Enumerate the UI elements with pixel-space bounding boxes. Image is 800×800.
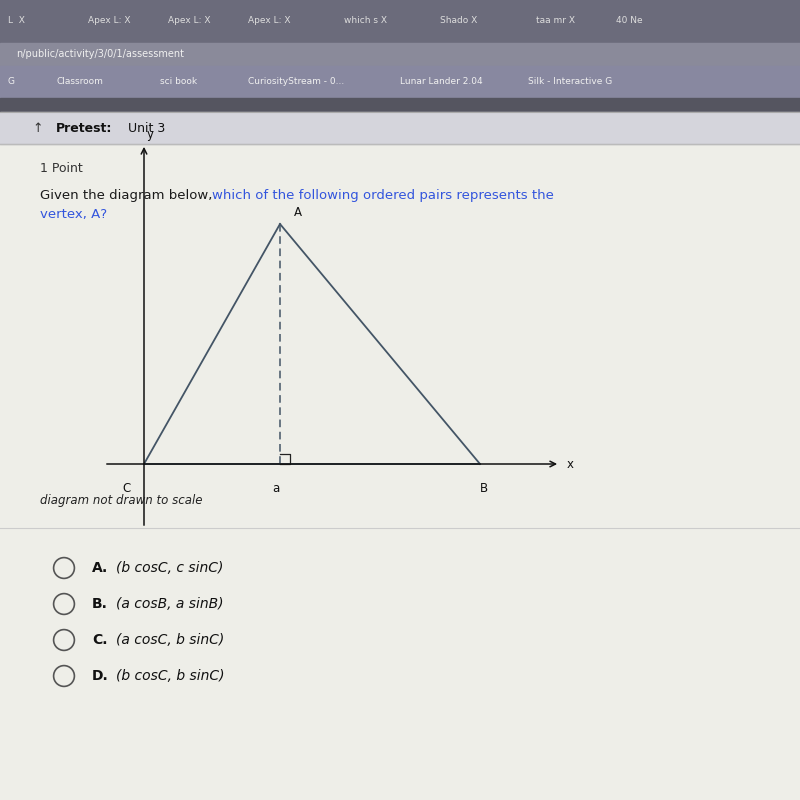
Text: L  X: L X xyxy=(8,16,25,26)
Text: Silk - Interactive G: Silk - Interactive G xyxy=(528,77,612,86)
Text: Classroom: Classroom xyxy=(56,77,103,86)
Text: Lunar Lander 2.04: Lunar Lander 2.04 xyxy=(400,77,482,86)
Text: D.: D. xyxy=(92,669,109,683)
Text: taa mr X: taa mr X xyxy=(536,16,575,26)
Text: Apex L: X: Apex L: X xyxy=(88,16,130,26)
Bar xyxy=(0,66,800,98)
Text: diagram not drawn to scale: diagram not drawn to scale xyxy=(40,494,202,507)
Text: 40 Ne: 40 Ne xyxy=(616,16,642,26)
Text: y: y xyxy=(147,127,154,141)
Text: Apex L: X: Apex L: X xyxy=(168,16,210,26)
Text: sci book: sci book xyxy=(160,77,197,86)
Text: (b cosC, b sinC): (b cosC, b sinC) xyxy=(116,669,225,683)
Text: (b cosC, c sinC): (b cosC, c sinC) xyxy=(116,561,223,575)
Text: G: G xyxy=(8,77,15,86)
Text: which of the following ordered pairs represents the: which of the following ordered pairs rep… xyxy=(212,190,554,202)
Text: ↑: ↑ xyxy=(32,122,42,134)
Bar xyxy=(0,0,800,44)
Text: 1 Point: 1 Point xyxy=(40,162,82,174)
Text: Unit 3: Unit 3 xyxy=(128,122,166,134)
Text: B.: B. xyxy=(92,597,108,611)
Text: which s X: which s X xyxy=(344,16,387,26)
Text: Apex L: X: Apex L: X xyxy=(248,16,290,26)
Text: vertex, A?: vertex, A? xyxy=(40,208,107,221)
Text: (a cosB, a sinB): (a cosB, a sinB) xyxy=(116,597,223,611)
Text: B: B xyxy=(480,482,488,494)
Text: (a cosC, b sinC): (a cosC, b sinC) xyxy=(116,633,224,647)
Text: a: a xyxy=(272,482,280,494)
Text: x: x xyxy=(566,458,574,470)
Bar xyxy=(0,112,800,800)
Text: C: C xyxy=(122,482,130,494)
Bar xyxy=(0,112,800,144)
Bar xyxy=(0,144,800,800)
Text: CuriosityStream - 0...: CuriosityStream - 0... xyxy=(248,77,344,86)
Text: A: A xyxy=(294,206,302,219)
Text: Pretest:: Pretest: xyxy=(56,122,112,134)
Text: n/public/activity/3/0/1/assessment: n/public/activity/3/0/1/assessment xyxy=(16,50,184,59)
Text: Given the diagram below,: Given the diagram below, xyxy=(40,190,217,202)
Text: C.: C. xyxy=(92,633,107,647)
Bar xyxy=(0,98,800,112)
Text: A.: A. xyxy=(92,561,108,575)
Text: Shado X: Shado X xyxy=(440,16,478,26)
Bar xyxy=(0,43,800,66)
